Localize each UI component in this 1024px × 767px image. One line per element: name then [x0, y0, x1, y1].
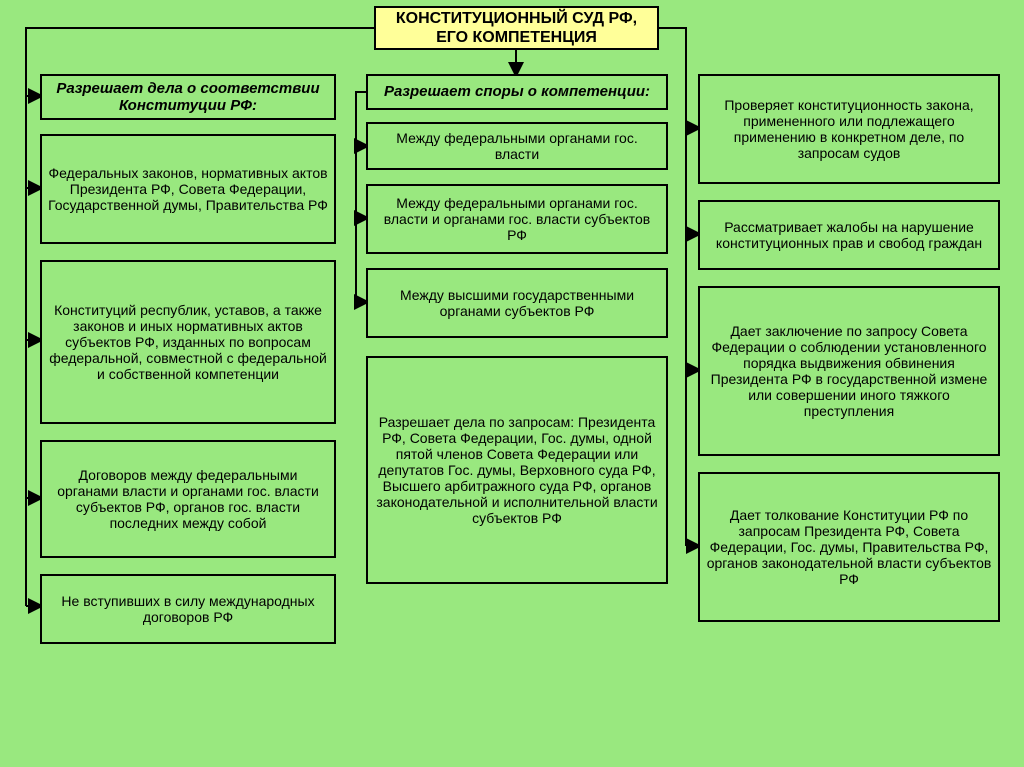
middle-item-0: Между федеральными органами гос. власти — [366, 122, 668, 170]
left-header-line2: Конституции РФ: — [119, 97, 257, 114]
middle-item-2: Между высшими государственными органами … — [366, 268, 668, 338]
right-item-1: Рассматривает жалобы на нарушение консти… — [698, 200, 1000, 270]
left-item-2: Договоров между федеральными органами вл… — [40, 440, 336, 558]
left-item-3: Не вступивших в силу международных догов… — [40, 574, 336, 644]
left-item-1: Конституций республик, уставов, а также … — [40, 260, 336, 424]
diagram-title: КОНСТИТУЦИОННЫЙ СУД РФ, ЕГО КОМПЕТЕНЦИЯ — [374, 6, 659, 50]
middle-column-header: Разрешает споры о компетенции: — [366, 74, 668, 110]
left-column-header: Разрешает дела о соответствии Конституци… — [40, 74, 336, 120]
left-header-line1: Разрешает дела о соответствии — [56, 80, 319, 97]
right-item-0: Проверяет конституционность закона, прим… — [698, 74, 1000, 184]
right-item-3: Дает толкование Конституции РФ по запрос… — [698, 472, 1000, 622]
left-item-0: Федеральных законов, нормативных актов П… — [40, 134, 336, 244]
middle-item-1: Между федеральными органами гос. власти … — [366, 184, 668, 254]
right-item-2: Дает заключение по запросу Совета Федера… — [698, 286, 1000, 456]
title-line1: КОНСТИТУЦИОННЫЙ СУД РФ, — [396, 9, 637, 28]
title-line2: ЕГО КОМПЕТЕНЦИЯ — [436, 28, 597, 47]
middle-item-3: Разрешает дела по запросам: Президента Р… — [366, 356, 668, 584]
